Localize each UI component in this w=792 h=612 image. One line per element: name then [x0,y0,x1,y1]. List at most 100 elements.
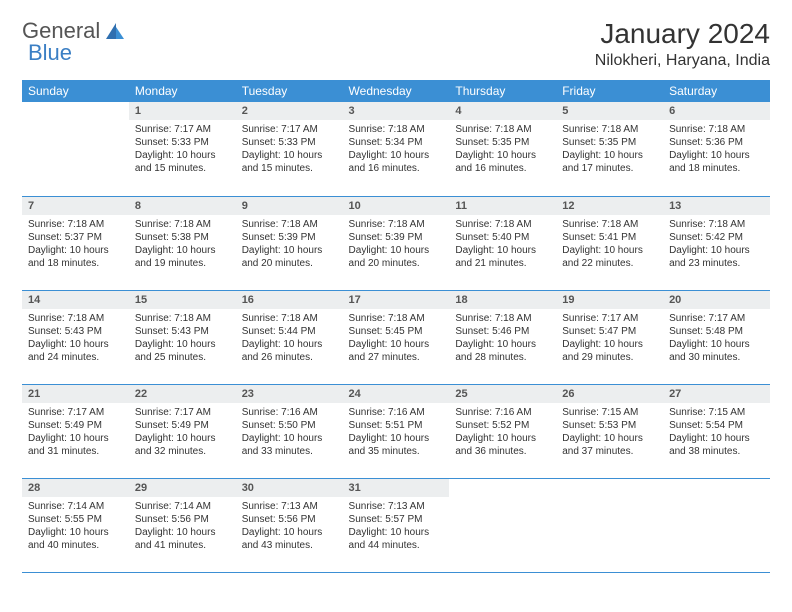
sunset-line: Sunset: 5:49 PM [28,419,123,432]
day1-line: Daylight: 10 hours [135,338,230,351]
day1-line: Daylight: 10 hours [669,338,764,351]
sunset-line: Sunset: 5:54 PM [669,419,764,432]
day2-line: and 16 minutes. [455,162,550,175]
sunrise-line: Sunrise: 7:18 AM [562,218,657,231]
week-row: 14Sunrise: 7:18 AMSunset: 5:43 PMDayligh… [22,290,770,384]
sunset-line: Sunset: 5:50 PM [242,419,337,432]
sunrise-line: Sunrise: 7:18 AM [28,218,123,231]
day-body: Sunrise: 7:18 AMSunset: 5:46 PMDaylight:… [449,309,556,372]
day2-line: and 36 minutes. [455,445,550,458]
day1-line: Daylight: 10 hours [562,244,657,257]
day-number: 16 [236,291,343,309]
sunrise-line: Sunrise: 7:18 AM [28,312,123,325]
day-body: Sunrise: 7:18 AMSunset: 5:38 PMDaylight:… [129,215,236,278]
day-number: 14 [22,291,129,309]
day-cell: 29Sunrise: 7:14 AMSunset: 5:56 PMDayligh… [129,478,236,572]
day-body: Sunrise: 7:18 AMSunset: 5:35 PMDaylight:… [556,120,663,183]
day-body: Sunrise: 7:18 AMSunset: 5:37 PMDaylight:… [22,215,129,278]
day-cell: 27Sunrise: 7:15 AMSunset: 5:54 PMDayligh… [663,384,770,478]
day-header: Friday [556,80,663,102]
sunset-line: Sunset: 5:49 PM [135,419,230,432]
day-header: Tuesday [236,80,343,102]
day1-line: Daylight: 10 hours [349,432,444,445]
sunset-line: Sunset: 5:46 PM [455,325,550,338]
day1-line: Daylight: 10 hours [562,338,657,351]
day-body: Sunrise: 7:13 AMSunset: 5:57 PMDaylight:… [343,497,450,560]
day-cell: 14Sunrise: 7:18 AMSunset: 5:43 PMDayligh… [22,290,129,384]
sunrise-line: Sunrise: 7:13 AM [349,500,444,513]
sunrise-line: Sunrise: 7:18 AM [349,123,444,136]
day2-line: and 24 minutes. [28,351,123,364]
day-number: 4 [449,102,556,120]
day1-line: Daylight: 10 hours [669,149,764,162]
day1-line: Daylight: 10 hours [242,244,337,257]
day1-line: Daylight: 10 hours [562,149,657,162]
day1-line: Daylight: 10 hours [135,149,230,162]
day-body: Sunrise: 7:17 AMSunset: 5:33 PMDaylight:… [236,120,343,183]
day-body: Sunrise: 7:18 AMSunset: 5:44 PMDaylight:… [236,309,343,372]
sunrise-line: Sunrise: 7:18 AM [669,123,764,136]
day-body: Sunrise: 7:18 AMSunset: 5:45 PMDaylight:… [343,309,450,372]
day-body: Sunrise: 7:15 AMSunset: 5:54 PMDaylight:… [663,403,770,466]
day-body: Sunrise: 7:18 AMSunset: 5:34 PMDaylight:… [343,120,450,183]
day-number: 12 [556,197,663,215]
day2-line: and 17 minutes. [562,162,657,175]
location: Nilokheri, Haryana, India [595,52,770,70]
sunrise-line: Sunrise: 7:18 AM [562,123,657,136]
day-cell: 30Sunrise: 7:13 AMSunset: 5:56 PMDayligh… [236,478,343,572]
sunrise-line: Sunrise: 7:14 AM [135,500,230,513]
day-cell: 31Sunrise: 7:13 AMSunset: 5:57 PMDayligh… [343,478,450,572]
day-cell: 26Sunrise: 7:15 AMSunset: 5:53 PMDayligh… [556,384,663,478]
sunset-line: Sunset: 5:43 PM [135,325,230,338]
day-number: 18 [449,291,556,309]
day-number: 26 [556,385,663,403]
sunset-line: Sunset: 5:43 PM [28,325,123,338]
day-cell: 11Sunrise: 7:18 AMSunset: 5:40 PMDayligh… [449,196,556,290]
sunrise-line: Sunrise: 7:16 AM [455,406,550,419]
sunrise-line: Sunrise: 7:18 AM [349,218,444,231]
day1-line: Daylight: 10 hours [455,338,550,351]
day1-line: Daylight: 10 hours [242,149,337,162]
day-cell: 24Sunrise: 7:16 AMSunset: 5:51 PMDayligh… [343,384,450,478]
sunset-line: Sunset: 5:47 PM [562,325,657,338]
day2-line: and 18 minutes. [28,257,123,270]
day-cell: 25 Sunrise: 7:16 AMSunset: 5:52 PMDayligh… [449,384,556,478]
day2-line: and 44 minutes. [349,539,444,552]
day2-line: and 23 minutes. [669,257,764,270]
day-number: 15 [129,291,236,309]
sunrise-line: Sunrise: 7:16 AM [349,406,444,419]
day1-line: Daylight: 10 hours [28,526,123,539]
sunset-line: Sunset: 5:56 PM [242,513,337,526]
day-number: 20 [663,291,770,309]
day1-line: Daylight: 10 hours [349,149,444,162]
day2-line: and 27 minutes. [349,351,444,364]
day-body: Sunrise: 7:18 AMSunset: 5:39 PMDaylight:… [236,215,343,278]
day2-line: and 15 minutes. [242,162,337,175]
day1-line: Daylight: 10 hours [455,432,550,445]
day2-line: and 31 minutes. [28,445,123,458]
day-header: Wednesday [343,80,450,102]
day-cell: 3Sunrise: 7:18 AMSunset: 5:34 PMDaylight… [343,102,450,196]
day-body: Sunrise: 7:18 AMSunset: 5:42 PMDaylight:… [663,215,770,278]
sunset-line: Sunset: 5:40 PM [455,231,550,244]
day2-line: and 26 minutes. [242,351,337,364]
day2-line: and 20 minutes. [349,257,444,270]
day-number: 6 [663,102,770,120]
week-row: 7Sunrise: 7:18 AMSunset: 5:37 PMDaylight… [22,196,770,290]
sunset-line: Sunset: 5:52 PM [455,419,550,432]
day-number: 1 [129,102,236,120]
day-cell: 4Sunrise: 7:18 AMSunset: 5:35 PMDaylight… [449,102,556,196]
day2-line: and 20 minutes. [242,257,337,270]
day-cell [663,478,770,572]
day-body: Sunrise: 7:18 AMSunset: 5:43 PMDaylight:… [22,309,129,372]
day1-line: Daylight: 10 hours [349,338,444,351]
day-number: 3 [343,102,450,120]
day-number: 25 [449,385,556,403]
sunrise-line: Sunrise: 7:18 AM [669,218,764,231]
day1-line: Daylight: 10 hours [242,432,337,445]
day-number: 13 [663,197,770,215]
day-number: 21 [22,385,129,403]
sunrise-line: Sunrise: 7:15 AM [562,406,657,419]
sunrise-line: Sunrise: 7:18 AM [242,312,337,325]
sunset-line: Sunset: 5:51 PM [349,419,444,432]
